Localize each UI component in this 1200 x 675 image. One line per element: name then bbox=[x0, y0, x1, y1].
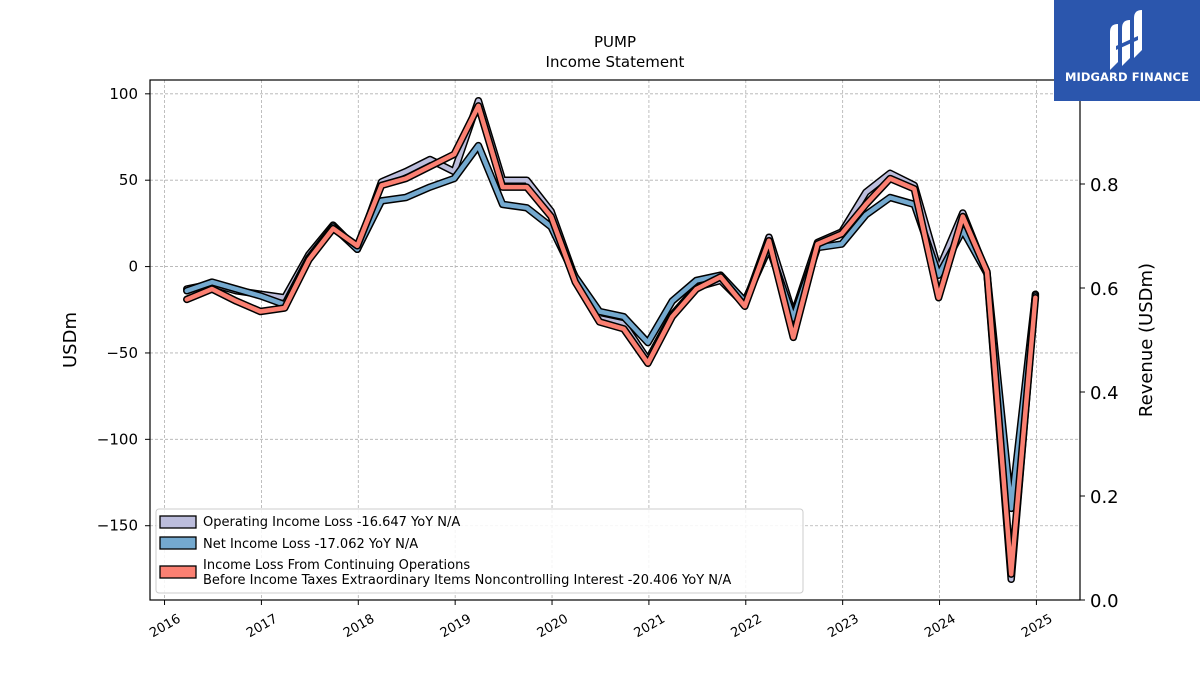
logo-text: MIDGARD FINANCE bbox=[1064, 70, 1190, 84]
plot-frame bbox=[149, 79, 1081, 601]
y2-tick-label: 0.4 bbox=[1090, 383, 1119, 404]
y2-tick-label: 0.0 bbox=[1090, 591, 1119, 612]
y2-tick-label: 0.2 bbox=[1090, 487, 1119, 508]
x-tick-label: 2023 bbox=[825, 612, 861, 642]
x-tick-label: 2019 bbox=[438, 612, 474, 642]
y-axis-right-ticks: 0.0 0.2 0.4 0.6 0.8 bbox=[1080, 175, 1119, 612]
y-tick-label: −100 bbox=[97, 430, 138, 448]
x-tick-label: 2020 bbox=[535, 612, 571, 642]
y-axis-left-ticks: 100 50 0 −50 −100 −150 bbox=[97, 85, 150, 535]
x-tick-label: 2017 bbox=[244, 612, 280, 642]
series-layer bbox=[183, 96, 1040, 584]
logo-mark-icon bbox=[1110, 10, 1142, 70]
series-pretax-income-loss-line bbox=[184, 103, 1038, 577]
y-tick-label: 0 bbox=[128, 258, 138, 276]
series-operating-income-loss-line bbox=[184, 98, 1038, 582]
x-tick-label: 2022 bbox=[728, 612, 764, 642]
x-tick-label: 2024 bbox=[922, 612, 958, 642]
legend-label-net-income: Net Income Loss -17.062 YoY N/A bbox=[203, 537, 418, 552]
legend-box bbox=[155, 508, 804, 594]
y-tick-label: −150 bbox=[97, 517, 138, 535]
y-tick-label: 100 bbox=[109, 85, 138, 103]
chart-title: PUMP bbox=[594, 33, 636, 51]
legend-label-pretax-income-line1: Income Loss From Continuing Operations bbox=[203, 558, 470, 573]
y2-tick-label: 0.6 bbox=[1090, 279, 1119, 300]
legend-label-pretax-income-line2: Before Income Taxes Extraordinary Items … bbox=[203, 573, 731, 588]
x-tick-label: 2021 bbox=[632, 612, 668, 642]
y-tick-label: 50 bbox=[119, 171, 138, 189]
series-pretax-income-loss-outline bbox=[183, 102, 1040, 578]
y-axis-left-label: USDm bbox=[60, 312, 81, 368]
chart-subtitle: Income Statement bbox=[546, 53, 685, 71]
legend-swatch-operating-income bbox=[159, 515, 197, 529]
legend-swatch-pretax-income bbox=[159, 565, 197, 579]
legend: Operating Income Loss -16.647 YoY N/A Ne… bbox=[155, 508, 804, 594]
legend-label-operating-income: Operating Income Loss -16.647 YoY N/A bbox=[203, 515, 460, 530]
y-axis-right-label: Revenue (USDm) bbox=[1136, 263, 1157, 417]
midgard-finance-logo: MIDGARD FINANCE bbox=[1054, 0, 1200, 101]
y2-tick-label: 0.8 bbox=[1090, 175, 1119, 196]
x-axis-ticks: 2016 2017 2018 2019 2020 2021 2022 2023 2024 2025 bbox=[147, 600, 1055, 641]
x-tick-label: 2018 bbox=[341, 612, 377, 642]
y-tick-label: −50 bbox=[106, 344, 138, 362]
x-tick-label: 2025 bbox=[1019, 612, 1055, 642]
series-operating-income-loss-outline bbox=[183, 96, 1040, 584]
legend-swatch-net-income bbox=[159, 536, 197, 550]
x-tick-label: 2016 bbox=[147, 612, 183, 642]
